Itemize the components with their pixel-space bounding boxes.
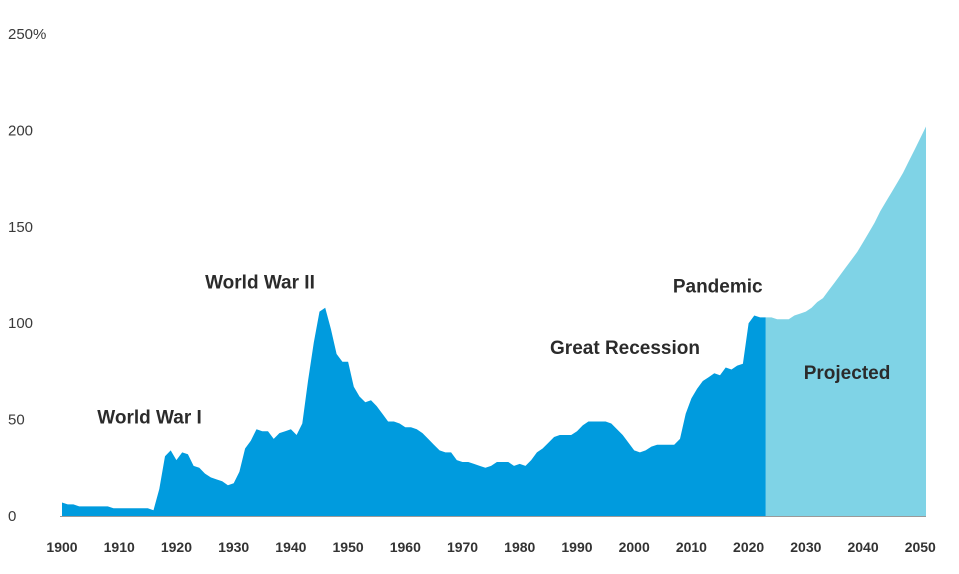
x-tick-label: 2050 bbox=[905, 539, 936, 555]
annotation-label: World War I bbox=[97, 407, 202, 428]
y-tick-label: 50 bbox=[8, 412, 25, 429]
y-axis: 250% 200 150 100 50 0 bbox=[8, 26, 46, 525]
x-tick-label: 2000 bbox=[619, 539, 650, 555]
x-tick-label: 1900 bbox=[46, 539, 77, 555]
annotation-label: Great Recession bbox=[550, 338, 700, 359]
x-tick-label: 2020 bbox=[733, 539, 764, 555]
y-tick-label: 100 bbox=[8, 315, 33, 332]
x-tick-label: 1920 bbox=[161, 539, 192, 555]
x-tick-label: 1980 bbox=[504, 539, 535, 555]
plot-areas bbox=[62, 126, 926, 516]
x-tick-label: 1990 bbox=[561, 539, 592, 555]
annotations: World War I World War II Great Recession Pa… bbox=[97, 272, 890, 428]
annotation-label: Pandemic bbox=[673, 276, 763, 297]
x-tick-label: 2010 bbox=[676, 539, 707, 555]
x-axis: 1900 1910 1920 1930 1940 1950 1960 1970 1980 1990… bbox=[46, 539, 936, 555]
y-tick-label: 150 bbox=[8, 219, 33, 236]
x-tick-label: 1970 bbox=[447, 539, 478, 555]
x-tick-label: 2040 bbox=[847, 539, 878, 555]
x-tick-label: 2030 bbox=[790, 539, 821, 555]
x-tick-label: 1930 bbox=[218, 539, 249, 555]
projected-area bbox=[765, 126, 926, 516]
annotation-label: World War II bbox=[205, 272, 315, 293]
y-tick-label: 0 bbox=[8, 508, 16, 525]
x-tick-label: 1950 bbox=[333, 539, 364, 555]
historical-area bbox=[62, 307, 766, 516]
x-tick-label: 1940 bbox=[275, 539, 306, 555]
x-tick-label: 1910 bbox=[104, 539, 135, 555]
y-tick-label: 200 bbox=[8, 122, 33, 139]
y-tick-label: 250% bbox=[8, 26, 46, 43]
annotation-label: Projected bbox=[804, 363, 891, 384]
x-tick-label: 1960 bbox=[390, 539, 421, 555]
